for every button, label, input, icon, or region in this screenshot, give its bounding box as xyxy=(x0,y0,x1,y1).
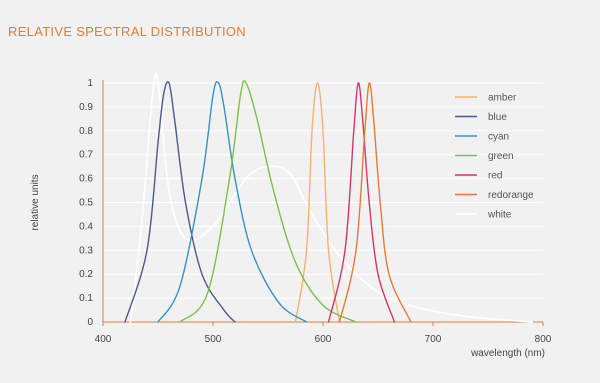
legend-label-redorange: redorange xyxy=(488,190,534,201)
y-tick-label-4: 0.4 xyxy=(79,221,93,232)
y-tick-label-3: 0.3 xyxy=(79,245,93,256)
x-tick-label-0: 400 xyxy=(95,334,112,345)
y-tick-label-8: 0.8 xyxy=(79,126,93,137)
y-axis-label: relative units xyxy=(30,174,41,230)
y-tick-label-10: 1 xyxy=(87,78,93,89)
y-tick-label-6: 0.6 xyxy=(79,174,93,185)
x-tick-label-2: 600 xyxy=(315,334,332,345)
x-tick-label-1: 500 xyxy=(205,334,222,345)
legend-label-white: white xyxy=(487,210,512,221)
y-tick-label-5: 0.5 xyxy=(79,198,93,209)
series-line-green xyxy=(179,80,357,323)
legend-label-red: red xyxy=(488,171,502,182)
series-line-blue xyxy=(124,81,236,323)
y-tick-label-2: 0.2 xyxy=(79,269,93,280)
x-axis-label: wavelength (nm) xyxy=(470,348,545,359)
y-tick-label-9: 0.9 xyxy=(79,102,93,113)
legend-label-cyan: cyan xyxy=(488,132,509,143)
y-tick-label-0: 0 xyxy=(87,317,93,328)
y-tick-label-1: 0.1 xyxy=(79,293,93,304)
series-line-amber xyxy=(294,82,341,323)
series-line-white xyxy=(129,72,533,323)
series-line-cyan xyxy=(157,80,308,323)
series-line-red xyxy=(327,82,396,323)
legend-label-amber: amber xyxy=(488,93,517,104)
legend-label-blue: blue xyxy=(488,112,507,123)
x-tick-label-4: 800 xyxy=(535,334,552,345)
chart-title: RELATIVE SPECTRAL DISTRIBUTION xyxy=(8,24,246,39)
legend-label-green: green xyxy=(488,151,514,162)
series-line-redorange xyxy=(338,82,412,323)
x-tick-label-3: 700 xyxy=(425,334,442,345)
y-tick-label-7: 0.7 xyxy=(79,150,93,161)
